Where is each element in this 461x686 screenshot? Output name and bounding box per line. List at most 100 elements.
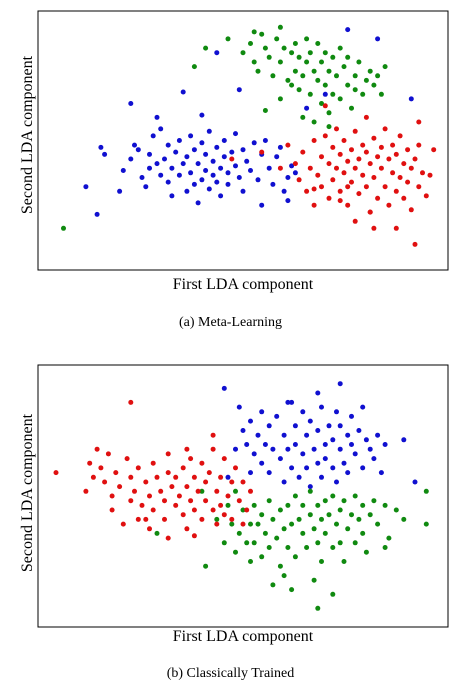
data-point bbox=[337, 381, 343, 387]
data-point bbox=[393, 507, 399, 513]
data-point bbox=[206, 470, 212, 476]
data-point bbox=[386, 202, 392, 208]
data-point bbox=[319, 404, 324, 410]
data-point bbox=[408, 96, 414, 102]
data-point bbox=[150, 133, 156, 139]
data-point bbox=[214, 488, 220, 494]
data-point bbox=[375, 432, 381, 438]
data-point bbox=[248, 418, 253, 424]
data-point bbox=[206, 186, 212, 192]
data-point bbox=[162, 498, 167, 504]
data-point bbox=[322, 530, 328, 536]
data-point bbox=[315, 41, 321, 46]
data-point bbox=[173, 474, 179, 480]
data-point bbox=[214, 179, 220, 185]
data-point bbox=[360, 465, 366, 471]
data-point bbox=[102, 479, 108, 485]
data-point bbox=[300, 149, 306, 155]
data-point bbox=[315, 77, 321, 83]
data-point bbox=[367, 68, 373, 74]
data-point bbox=[225, 502, 231, 508]
data-point bbox=[315, 172, 321, 178]
data-point bbox=[337, 446, 343, 452]
data-point bbox=[270, 181, 276, 187]
data-point bbox=[225, 474, 231, 480]
data-point bbox=[274, 413, 280, 419]
data-point bbox=[221, 456, 227, 462]
data-point bbox=[326, 110, 332, 116]
data-point bbox=[330, 545, 336, 550]
data-point bbox=[132, 488, 137, 494]
data-point bbox=[176, 493, 182, 499]
data-point bbox=[304, 465, 310, 471]
data-point bbox=[311, 186, 317, 192]
data-point bbox=[188, 456, 194, 462]
data-point bbox=[356, 59, 362, 65]
data-point bbox=[401, 161, 407, 167]
data-point bbox=[221, 154, 227, 160]
data-point bbox=[360, 530, 366, 536]
data-point bbox=[90, 474, 96, 480]
data-point bbox=[135, 465, 141, 471]
data-point bbox=[371, 498, 377, 504]
data-point bbox=[165, 142, 171, 148]
data-point bbox=[191, 474, 197, 480]
data-point bbox=[251, 502, 257, 508]
data-point bbox=[98, 144, 104, 150]
data-point bbox=[356, 156, 362, 162]
data-point bbox=[83, 184, 89, 190]
data-point bbox=[349, 413, 354, 419]
data-point bbox=[315, 428, 321, 433]
chart-panel-b: Second LDA component First LDA component… bbox=[0, 343, 461, 686]
data-point bbox=[165, 470, 171, 476]
data-point bbox=[259, 202, 265, 208]
data-point bbox=[251, 59, 257, 65]
data-point bbox=[154, 161, 160, 167]
data-point bbox=[210, 158, 216, 164]
data-point bbox=[98, 465, 104, 471]
data-point bbox=[322, 498, 328, 504]
data-point bbox=[147, 151, 152, 157]
data-point bbox=[330, 91, 336, 97]
data-point bbox=[360, 502, 366, 508]
data-point bbox=[158, 126, 164, 132]
data-point bbox=[83, 488, 89, 494]
data-point bbox=[203, 45, 209, 51]
data-point bbox=[251, 451, 257, 457]
data-point bbox=[191, 181, 197, 187]
data-point bbox=[334, 409, 339, 415]
data-point bbox=[375, 154, 381, 160]
data-point bbox=[128, 156, 134, 162]
data-point bbox=[408, 207, 414, 213]
data-point bbox=[322, 456, 328, 462]
data-point bbox=[180, 465, 186, 471]
data-point bbox=[393, 225, 399, 231]
data-point bbox=[255, 432, 261, 438]
data-point bbox=[199, 516, 205, 522]
data-point bbox=[248, 41, 253, 46]
data-point bbox=[337, 507, 343, 513]
data-point bbox=[266, 423, 272, 429]
data-point bbox=[199, 177, 205, 183]
data-point bbox=[244, 158, 250, 164]
data-point bbox=[240, 479, 246, 485]
data-point bbox=[165, 451, 171, 457]
data-point bbox=[277, 96, 283, 102]
data-point bbox=[281, 479, 287, 485]
data-point bbox=[296, 516, 302, 522]
data-point bbox=[345, 202, 351, 208]
data-point bbox=[61, 225, 66, 231]
data-point bbox=[289, 587, 295, 593]
data-point bbox=[248, 470, 253, 476]
data-point bbox=[289, 399, 295, 405]
data-point bbox=[244, 507, 250, 513]
data-point bbox=[405, 147, 411, 153]
data-point bbox=[382, 502, 388, 508]
data-point bbox=[285, 198, 291, 204]
data-point bbox=[285, 77, 291, 83]
data-point bbox=[326, 423, 332, 429]
data-point bbox=[330, 591, 336, 597]
data-point bbox=[390, 142, 396, 148]
data-point bbox=[195, 488, 201, 494]
data-point bbox=[360, 142, 366, 148]
